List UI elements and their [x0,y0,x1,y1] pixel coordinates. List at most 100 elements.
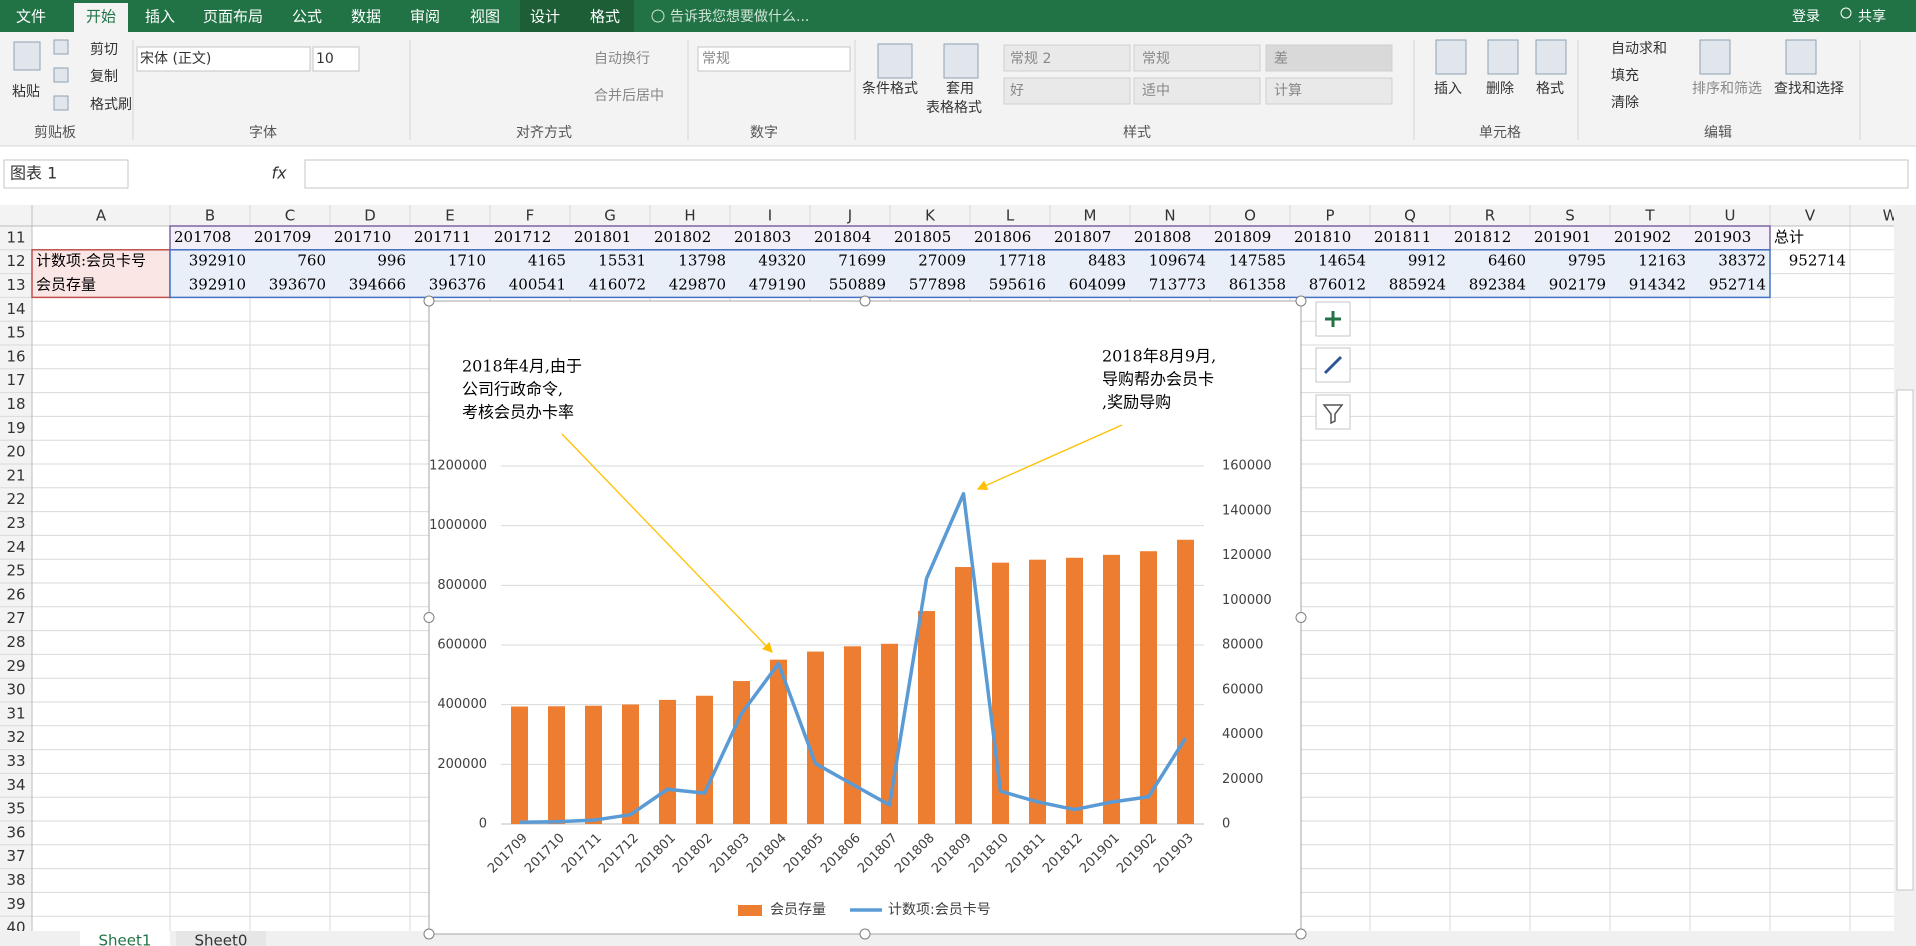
cell[interactable]: 392910 [189,276,246,294]
cell[interactable]: 27009 [918,252,966,270]
resize-handle[interactable] [423,295,435,307]
cell[interactable]: 201804 [814,228,871,246]
column-header[interactable]: B [205,207,215,225]
resize-handle[interactable] [1295,295,1307,307]
row-header[interactable]: 14 [6,300,25,318]
style-cell[interactable] [1003,77,1131,105]
column-header[interactable]: A [96,207,107,225]
cell[interactable]: 8483 [1088,252,1126,270]
resize-handle[interactable] [423,928,435,940]
style-cell[interactable] [1003,44,1131,72]
legend-label[interactable]: 计数项:会员卡号 [888,902,991,918]
row-header[interactable]: 37 [6,847,25,865]
resize-handle[interactable] [1295,928,1307,940]
style-cell[interactable] [1133,44,1261,72]
scroll-thumb[interactable] [1896,389,1914,891]
ribbon-button[interactable]: 条件格式 [862,80,918,97]
cell[interactable]: 49320 [758,252,806,270]
cell[interactable]: 201802 [654,228,711,246]
cell[interactable]: 392910 [189,252,246,270]
cell[interactable]: 760 [297,252,326,270]
ribbon-button[interactable]: 表格格式 [926,100,982,116]
row-header[interactable]: 36 [6,823,25,841]
cell[interactable]: 400541 [509,276,566,294]
ribbon-button[interactable]: 差 [1274,51,1288,67]
row-header[interactable]: 12 [6,252,25,270]
cell[interactable]: 201901 [1534,228,1591,246]
cell[interactable]: 892384 [1469,276,1526,294]
cell[interactable]: 201803 [734,228,791,246]
cell[interactable]: 1710 [448,252,486,270]
cell[interactable]: 6460 [1488,252,1526,270]
input-box[interactable] [312,46,360,72]
cell[interactable]: 13798 [678,252,726,270]
resize-handle[interactable] [859,928,871,940]
ribbon-button[interactable]: 常规 2 [1010,51,1051,67]
cell[interactable]: 876012 [1309,276,1366,294]
row-header[interactable]: 24 [6,538,25,556]
ribbon-button[interactable]: 格式 [1536,81,1564,97]
row-header[interactable]: 33 [6,752,25,770]
sheet-tab-label[interactable]: Sheet0 [195,932,248,946]
ribbon-button[interactable]: 复制 [90,68,118,85]
column-header[interactable]: O [1244,207,1256,225]
cell[interactable]: 38372 [1718,252,1766,270]
cell[interactable]: 201711 [414,228,471,246]
ribbon-button[interactable]: 套用 [946,81,974,97]
ribbon-button[interactable]: 自动求和 [1611,41,1667,57]
name-box[interactable] [3,159,129,189]
row-header[interactable]: 34 [6,776,25,794]
ribbon-tab[interactable]: 格式 [590,8,620,26]
resize-handle[interactable] [423,612,435,623]
cell[interactable]: 201712 [494,228,551,246]
cell[interactable]: 201808 [1134,228,1191,246]
column-header[interactable]: W [1883,207,1898,225]
ribbon-button[interactable]: 剪切 [90,42,118,58]
cell[interactable]: 12163 [1638,252,1686,270]
cell[interactable]: 394666 [349,276,406,294]
column-header[interactable]: S [1565,207,1575,225]
ribbon-button[interactable]: 10 [316,51,334,67]
ribbon-button[interactable]: 宋体 (正文) [140,51,211,67]
column-header[interactable]: U [1725,207,1736,225]
column-header[interactable]: C [285,207,295,225]
row-header[interactable]: 25 [6,562,25,580]
cell[interactable]: 计数项:会员卡号 [36,252,146,270]
column-header[interactable]: H [684,207,695,225]
row-header[interactable]: 35 [6,800,25,818]
cell[interactable]: 9795 [1568,252,1606,270]
cell[interactable]: 201801 [574,228,631,246]
column-header[interactable]: E [445,207,454,225]
ribbon-button[interactable]: 插入 [1434,81,1462,97]
row-header[interactable]: 26 [6,585,25,603]
column-header[interactable]: T [1644,207,1655,225]
chart-side-button[interactable] [1315,394,1351,430]
column-header[interactable]: Q [1404,207,1416,225]
ribbon-tab[interactable]: 数据 [351,8,381,26]
sheet-tab-label[interactable]: Sheet1 [99,932,152,946]
column-header[interactable]: N [1164,207,1175,225]
cell[interactable]: 902179 [1549,276,1606,294]
cell[interactable]: 577898 [909,276,966,294]
row-header[interactable]: 38 [6,871,25,889]
cell[interactable]: 总计 [1774,228,1804,246]
cell[interactable]: 17718 [998,252,1046,270]
cell[interactable]: 4165 [528,252,566,270]
cell[interactable]: 996 [377,252,406,270]
ribbon-button[interactable]: 排序和筛选 [1692,81,1762,97]
ribbon-tab[interactable]: 插入 [145,8,175,26]
ribbon-button[interactable]: 粘贴 [12,84,40,100]
cell[interactable]: 71699 [838,252,886,270]
row-header[interactable]: 13 [6,276,25,294]
ribbon-button[interactable]: 填充 [1611,68,1639,84]
column-header[interactable]: R [1485,207,1495,225]
column-header[interactable]: L [1006,207,1015,225]
row-header[interactable]: 18 [6,395,25,413]
sheet-tab[interactable] [176,931,266,946]
column-header[interactable]: G [604,207,616,225]
row-header[interactable]: 19 [6,419,25,437]
cell[interactable]: 会员存量 [36,276,96,294]
row-header[interactable]: 11 [6,228,25,246]
column-header[interactable]: F [526,207,535,225]
column-header[interactable]: K [925,207,936,225]
